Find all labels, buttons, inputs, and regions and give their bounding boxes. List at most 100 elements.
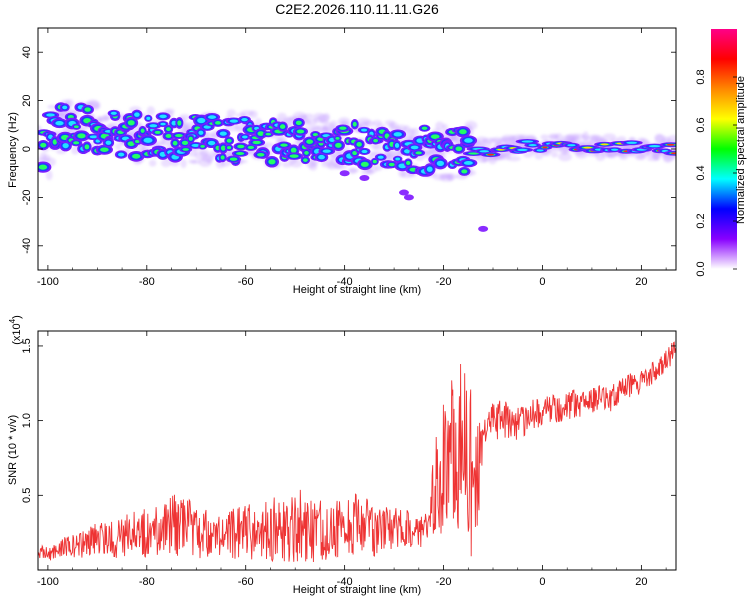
spectrogram-blob-core	[181, 140, 189, 145]
spectrogram-blob-core	[172, 140, 178, 146]
spectrogram-outlier	[478, 225, 489, 232]
spectrogram-blob-core	[610, 148, 619, 151]
colorbar: 0.0 0.2 0.4 0.6 0.8 Normalized spectral ampl…	[695, 29, 747, 277]
spectrogram-blob-core	[304, 150, 309, 155]
spectrogram-blob-core	[306, 139, 314, 144]
spectrogram-x-label: Height of straight line (km)	[293, 284, 421, 296]
colorbar-tick-label: 0.2	[695, 213, 707, 228]
spectrogram-blob-core	[247, 145, 255, 150]
spectrogram-blob-core	[52, 139, 57, 145]
spectrogram-blob-core	[220, 145, 226, 151]
spectrogram-halo-blob	[551, 151, 559, 158]
spectrogram-halo-blob	[558, 152, 572, 162]
spectrogram-halo-blob	[115, 142, 122, 151]
spectrogram-blob-core	[89, 135, 99, 139]
spectrogram-blob-core	[226, 138, 232, 143]
snr-frame	[37, 330, 677, 571]
spectrogram-blob-core	[207, 140, 216, 146]
spectrogram-blob-core	[100, 147, 109, 152]
spectrogram-blob-core	[149, 124, 158, 128]
spectrogram-blob-core	[430, 134, 440, 139]
snr-x-tick-label: -20	[436, 576, 452, 588]
snr-x-label: Height of straight line (km)	[293, 584, 421, 596]
spectrogram-blob-core	[626, 141, 638, 144]
snr-x-tick-label: -100	[37, 576, 59, 588]
spectrogram-halo-blob	[334, 164, 348, 170]
spectrogram-halo-blob	[303, 113, 314, 119]
spectrogram-blob-core	[536, 149, 544, 152]
spectrogram-blob-core	[290, 147, 297, 153]
colorbar-tick-label: 0.0	[695, 261, 707, 276]
spectrogram-blob-core	[105, 140, 112, 145]
spectrogram-blob-core	[517, 148, 528, 152]
spectrogram-halo-blob	[540, 134, 549, 140]
spectrogram-blob-core	[296, 129, 305, 134]
spectrogram-x-tick-label: -20	[436, 276, 452, 288]
snr-y-label: SNR (10 * v/v)	[7, 415, 19, 485]
spectrogram-blob-core	[127, 120, 135, 126]
spectrogram-blob-core	[421, 126, 428, 130]
spectrogram-blob-core	[289, 154, 299, 158]
spectrogram-blob-core	[406, 160, 411, 166]
spectrogram-y-tick-label: -40	[21, 238, 33, 254]
colorbar-tick-label: 0.6	[695, 117, 707, 132]
spectrogram-blob-core	[77, 133, 86, 139]
spectrogram-blob-peak	[583, 146, 592, 149]
spectrogram-blob-core	[220, 155, 225, 160]
spectrogram-halo-blob	[363, 120, 375, 128]
spectrogram-blob-core	[335, 142, 342, 148]
spectrogram-halo-blob	[567, 136, 578, 143]
snr-multiplier-open: (x10	[11, 323, 23, 344]
spectrogram-blob-core	[352, 150, 358, 156]
spectrogram-blob-peak	[600, 143, 609, 146]
spectrogram-outlier	[339, 170, 350, 177]
spectrogram-blob-core	[257, 153, 265, 157]
spectrogram-y-tick-label: 0	[21, 146, 33, 152]
spectrogram-blob-core	[83, 118, 92, 124]
spectrogram-blob-core	[134, 112, 140, 117]
spectrogram-halo-blob	[654, 133, 664, 143]
spectrogram-blob-core	[219, 131, 227, 136]
spectrogram-outlier	[359, 175, 370, 182]
spectrogram-halo-blob	[321, 126, 333, 133]
snr-multiplier: (x104)	[8, 315, 23, 345]
snr-x-tick-label: -60	[238, 576, 254, 588]
spectrogram-blob-core	[140, 128, 145, 133]
spectrogram-blob-core	[191, 143, 200, 147]
spectrogram-halo-blob	[45, 170, 53, 181]
spectrogram-blob-core	[118, 152, 125, 157]
colorbar-ticks: 0.0 0.2 0.4 0.6 0.8	[695, 69, 737, 277]
spectrogram-blob-core	[177, 120, 182, 126]
spectrogram-blob-core	[236, 152, 245, 155]
spectrogram-blob-core	[215, 121, 221, 125]
spectrogram-blob-core	[229, 119, 238, 123]
snr-y-ticks: 0.5 1.0 1.5	[21, 338, 676, 503]
spectrogram-halo-blob	[148, 159, 157, 167]
spectrogram-blob-core	[356, 142, 362, 147]
spectrogram-blob-core	[226, 146, 232, 150]
snr-multiplier-text: (x104)	[8, 315, 23, 345]
spectrogram-blob-core	[166, 127, 171, 132]
snr-y-tick-label: 1.0	[21, 413, 33, 428]
spectrogram-y-tick-label: 40	[21, 46, 33, 58]
chart-title: C2E2.2026.110.11.11.G26	[275, 1, 439, 17]
spectrogram-halo-blob	[479, 140, 493, 149]
spectrogram-halo-blob	[248, 110, 258, 119]
spectrogram-x-tick-label: 0	[539, 276, 545, 288]
spectrogram-blob-core	[648, 145, 661, 148]
colorbar-bar	[711, 29, 737, 269]
spectrogram-halo-blob	[563, 150, 570, 155]
spectrogram-blob-core	[242, 135, 248, 139]
spectrogram-blob-core	[46, 113, 55, 117]
spectrogram-blob-core	[188, 136, 193, 141]
spectrogram-halo-blob	[523, 152, 534, 158]
spectrogram-blob-core	[165, 133, 172, 138]
spectrogram-blob-core	[372, 159, 377, 164]
spectrogram-halo-blob	[71, 145, 80, 155]
spectrogram-blob-core	[143, 137, 153, 143]
spectrogram-halo-blob	[667, 134, 676, 145]
snr-y-tick-label: 1.5	[21, 338, 33, 353]
spectrogram-x-tick-label: 20	[635, 276, 647, 288]
spectrogram-blob-core	[198, 130, 204, 135]
spectrogram-blob-core	[62, 105, 68, 110]
